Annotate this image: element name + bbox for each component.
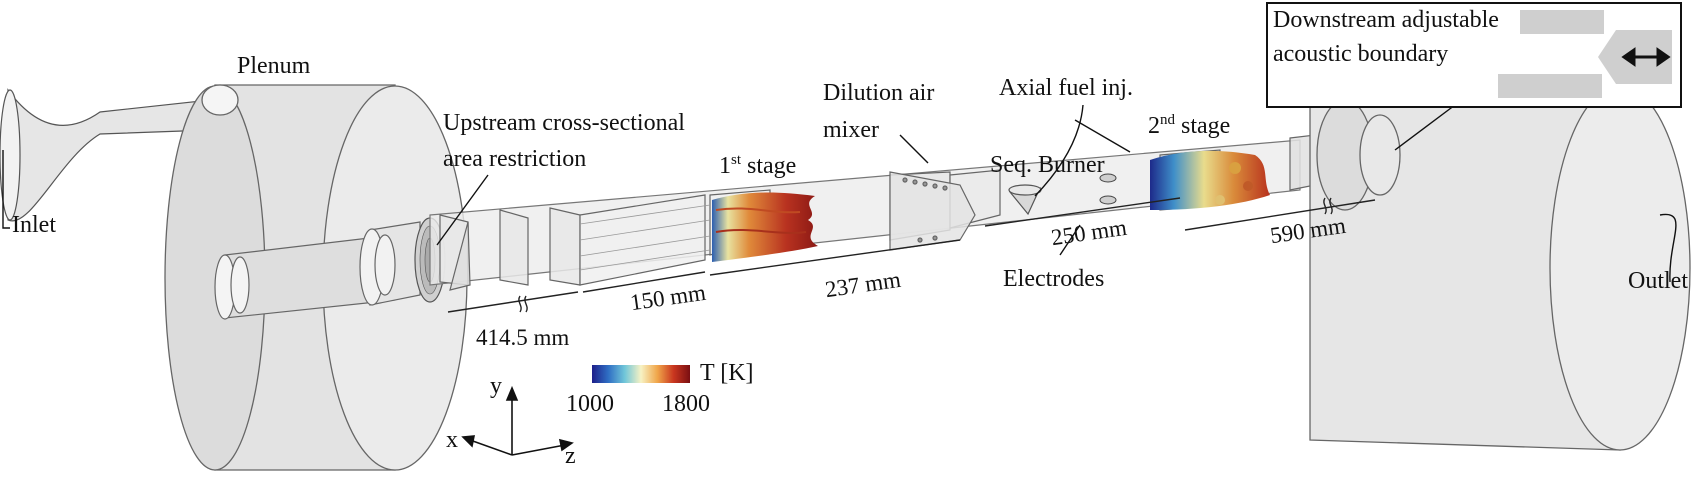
outlet-label: Outlet — [1628, 268, 1688, 294]
temperature-colorbar — [592, 365, 690, 383]
injector-array — [579, 204, 711, 271]
restriction-label-line2: area restriction — [443, 146, 587, 172]
colorbar-max: 1800 — [662, 391, 710, 417]
second-stage-superscript: nd — [1160, 112, 1175, 128]
plenum-label: Plenum — [237, 53, 311, 79]
colorbar-label: T [K] — [700, 360, 754, 386]
dimension-lines — [447, 197, 1376, 313]
axis-x-label: x — [446, 427, 458, 453]
outlet-chamber — [1309, 84, 1691, 451]
boundary-piston-graphic — [1498, 10, 1672, 98]
first-stage-number: 1 — [719, 153, 731, 179]
seq-burner-label: Seq. Burner — [990, 152, 1105, 178]
coordinate-axes — [461, 385, 574, 456]
dim-414: 414.5 mm — [476, 325, 570, 350]
first-stage-label: 1st stage — [719, 152, 796, 181]
inlet-label: Inlet — [12, 212, 56, 238]
second-stage-flame — [1150, 150, 1270, 210]
second-stage-number: 2 — [1148, 113, 1160, 139]
inlet-pipe — [0, 88, 211, 222]
electrodes — [1099, 173, 1117, 205]
second-stage-label: 2nd stage — [1148, 112, 1230, 141]
acoustic-boundary-box: Downstream adjustable acoustic boundary — [1266, 2, 1682, 108]
second-stage-word: stage — [1181, 113, 1231, 139]
double-arrow-icon — [1621, 47, 1671, 67]
axis-y-label: y — [490, 373, 502, 399]
boundary-label-line2: acoustic boundary — [1273, 41, 1449, 67]
electrodes-label: Electrodes — [1003, 266, 1105, 292]
axial-fuel-label: Axial fuel inj. — [999, 75, 1133, 101]
dilution-label-line1: Dilution air — [823, 80, 935, 106]
restriction-label-line1: Upstream cross-sectional — [443, 110, 685, 136]
axis-z-label: z — [565, 443, 576, 469]
first-stage-superscript: st — [731, 152, 742, 168]
dilution-mixer — [889, 171, 976, 251]
colorbar-min: 1000 — [566, 391, 614, 417]
central-tube — [214, 221, 421, 320]
seq-burner — [1008, 184, 1042, 216]
leader-lines — [2, 104, 1677, 283]
dilution-label-line2: mixer — [823, 117, 879, 143]
first-stage-flame — [712, 192, 818, 262]
first-stage-word: stage — [747, 153, 797, 179]
boundary-label-line1: Downstream adjustable — [1273, 7, 1499, 33]
